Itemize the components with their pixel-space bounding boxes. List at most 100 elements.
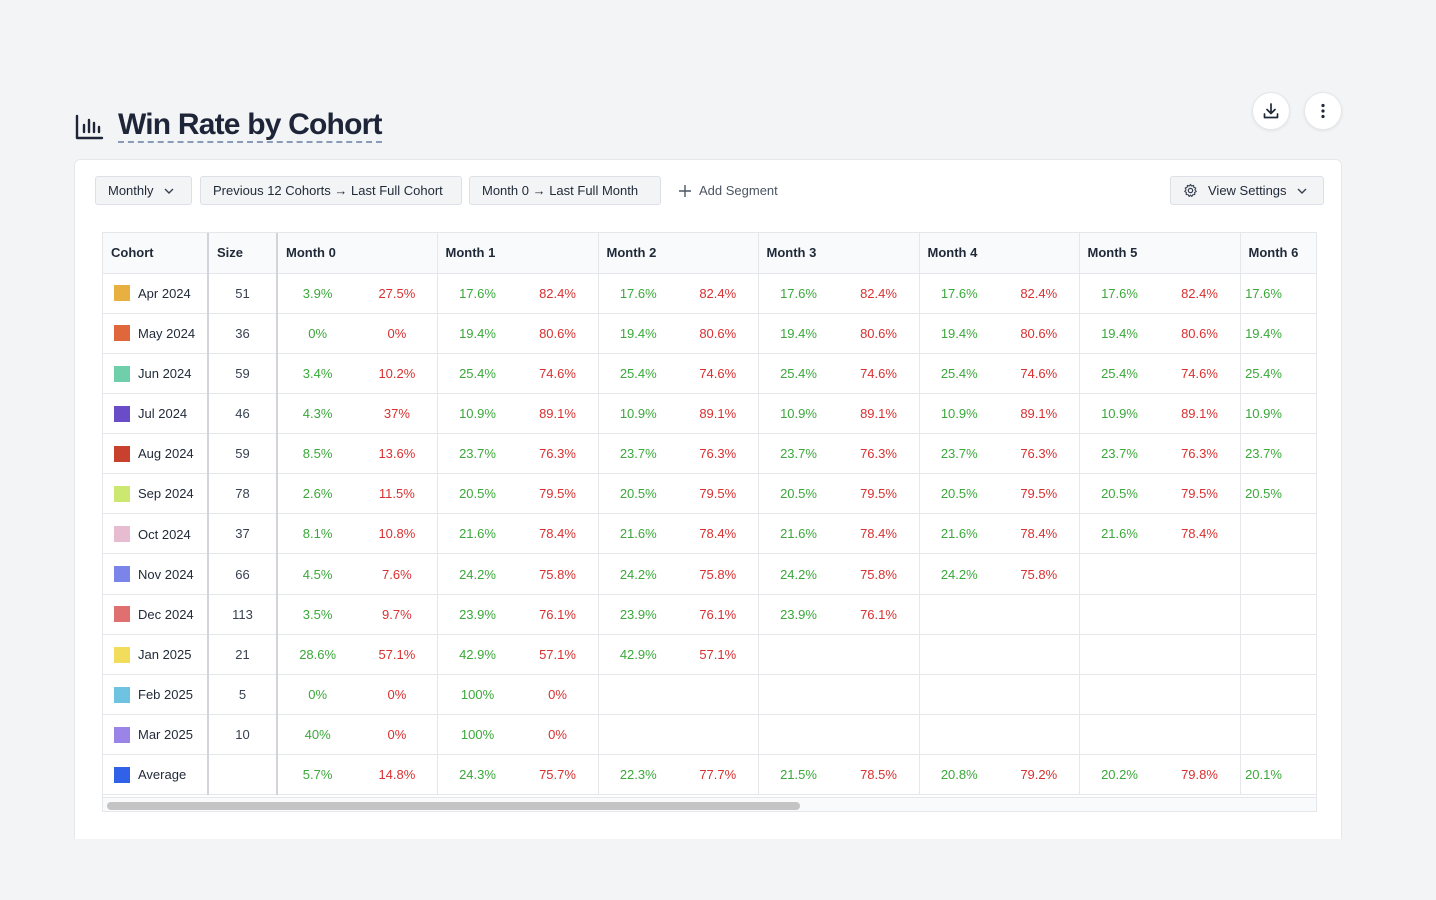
month-cell: 25.4% 74.6% <box>758 353 920 394</box>
column-header[interactable]: Month 6 <box>1240 233 1316 274</box>
month-cell: 24.2% 75.8% <box>598 553 759 595</box>
month-cell: 0% 0% <box>277 313 438 354</box>
cohort-cell: Jan 2025 <box>103 634 209 675</box>
cohort-label: Average <box>138 767 187 783</box>
month-cell: 25.4% 74.6% <box>919 353 1080 394</box>
month-cell: 23.7% 76.3% <box>1079 433 1241 475</box>
loss-rate-value: 80.6% <box>1181 325 1218 341</box>
win-rate-value: 17.6% <box>459 285 496 301</box>
month-cell: 10.9% 89.1% <box>598 393 759 435</box>
loss-rate-value <box>1287 486 1317 501</box>
win-rate-value: 17.6% <box>940 285 978 301</box>
column-header[interactable]: Month 4 <box>919 233 1080 274</box>
month-cell: 17.6% 82.4% <box>1079 273 1241 314</box>
cohort-label: Nov 2024 <box>138 566 194 582</box>
column-header[interactable]: Month 3 <box>758 233 920 274</box>
month-cell: 21.5% 78.5% <box>758 754 920 796</box>
win-rate-value: 3.5% <box>302 606 333 622</box>
table-row: Feb 2025 5 0% 0% 100% 0% <box>103 674 1316 716</box>
scrollbar-thumb[interactable] <box>107 802 800 810</box>
month-cell: 8.5% 13.6% <box>277 433 438 475</box>
table-row: Jun 2024 59 3.4% 10.2% 25.4% 74.6% 25.4% 74.6% 2… <box>103 353 1316 394</box>
loss-rate-value: 76.3% <box>539 446 576 462</box>
loss-rate-value <box>1287 446 1317 461</box>
loss-rate-value: 80.6% <box>539 325 576 341</box>
win-rate-value: 40% <box>304 727 331 743</box>
more-vertical-icon <box>1321 103 1325 119</box>
loss-rate-value: 27.5% <box>378 285 416 301</box>
size-cell: 21 <box>207 634 278 675</box>
loss-rate-value: 80.6% <box>699 325 737 341</box>
month-cell <box>1240 674 1316 716</box>
view-settings-button[interactable]: View Settings <box>1170 176 1324 205</box>
column-header[interactable]: Cohort <box>103 233 209 274</box>
loss-rate-value: 82.4% <box>860 285 897 301</box>
add-segment-button[interactable]: Add Segment <box>678 176 778 205</box>
month-range-dropdown[interactable]: Month 0 → Last Full Month <box>469 176 661 205</box>
loss-rate-value: 0% <box>387 325 407 341</box>
win-rate-value: 23.9% <box>459 606 496 622</box>
loss-rate-value: 76.1% <box>539 606 576 622</box>
column-header[interactable]: Month 1 <box>437 233 599 274</box>
month-cell: 23.7% 76.3% <box>919 433 1080 475</box>
cohort-range-dropdown[interactable]: Previous 12 Cohorts → Last Full Cohort <box>200 176 462 205</box>
cohort-table-container[interactable]: Cohort Size Month 0 Month 1 Month 2 Mont… <box>102 232 1317 812</box>
loss-rate-value: 57.1% <box>378 646 416 662</box>
month-cell: 2.6% 11.5% <box>277 473 438 515</box>
win-rate-value: 10.9% <box>1245 405 1282 421</box>
granularity-label: Monthly <box>108 183 154 198</box>
more-options-button[interactable] <box>1304 92 1342 130</box>
download-button[interactable] <box>1252 92 1290 130</box>
month-cell: 20.5% 79.5% <box>919 473 1080 515</box>
month-cell: 17.6% <box>1240 273 1316 314</box>
month-cell: 21.6% 78.4% <box>919 513 1080 555</box>
horizontal-scrollbar[interactable] <box>103 797 1316 811</box>
cohort-cell: Mar 2025 <box>103 714 209 756</box>
size-cell <box>207 754 278 796</box>
month-cell: 19.4% 80.6% <box>437 313 599 354</box>
column-header[interactable]: Month 0 <box>277 233 438 274</box>
cohort-color-swatch <box>114 445 130 462</box>
loss-rate-value: 80.6% <box>860 325 897 341</box>
loss-rate-value: 75.7% <box>539 767 576 783</box>
cohort-cell: Sep 2024 <box>103 473 209 515</box>
cohort-color-swatch <box>114 285 130 302</box>
page-title[interactable]: Win Rate by Cohort <box>118 108 382 143</box>
month-cell: 20.5% 79.5% <box>758 473 920 515</box>
month-cell <box>1240 714 1316 756</box>
loss-rate-value: 11.5% <box>378 486 415 502</box>
win-rate-value: 10.9% <box>780 405 817 421</box>
month-cell: 25.4% 74.6% <box>437 353 599 394</box>
column-header[interactable]: Size <box>207 233 278 274</box>
column-header[interactable]: Month 5 <box>1079 233 1241 274</box>
size-cell: 36 <box>207 313 278 354</box>
cohort-color-swatch <box>114 767 130 784</box>
win-rate-value: 20.5% <box>780 486 817 502</box>
cohort-cell: Apr 2024 <box>103 273 209 314</box>
win-rate-value: 25.4% <box>940 365 978 381</box>
loss-rate-value: 78.4% <box>539 526 576 542</box>
month-cell: 20.8% 79.2% <box>919 754 1080 796</box>
win-rate-value: 20.1% <box>1245 767 1282 783</box>
cohort-cell: Oct 2024 <box>103 513 209 555</box>
month-range-label: Month 0 → Last Full Month <box>482 183 639 198</box>
month-cell <box>598 714 759 756</box>
size-cell: 59 <box>207 433 278 475</box>
month-cell <box>1079 714 1241 756</box>
loss-rate-value: 82.4% <box>1020 285 1058 301</box>
month-cell: 23.9% 76.1% <box>758 594 920 635</box>
cohort-label: Jul 2024 <box>138 406 188 422</box>
cohort-cell: May 2024 <box>103 313 209 354</box>
loss-rate-value: 75.8% <box>1020 566 1058 582</box>
month-cell <box>1240 553 1316 595</box>
loss-rate-value: 76.1% <box>860 606 897 622</box>
granularity-dropdown[interactable]: Monthly <box>95 176 192 205</box>
month-cell <box>919 634 1080 675</box>
size-cell: 37 <box>207 513 278 555</box>
win-rate-value: 19.4% <box>619 325 657 341</box>
loss-rate-value: 79.2% <box>1020 767 1058 783</box>
win-rate-value: 23.7% <box>459 446 496 462</box>
loss-rate-value: 82.4% <box>539 285 576 301</box>
column-header[interactable]: Month 2 <box>598 233 759 274</box>
cohort-color-swatch <box>114 405 130 422</box>
